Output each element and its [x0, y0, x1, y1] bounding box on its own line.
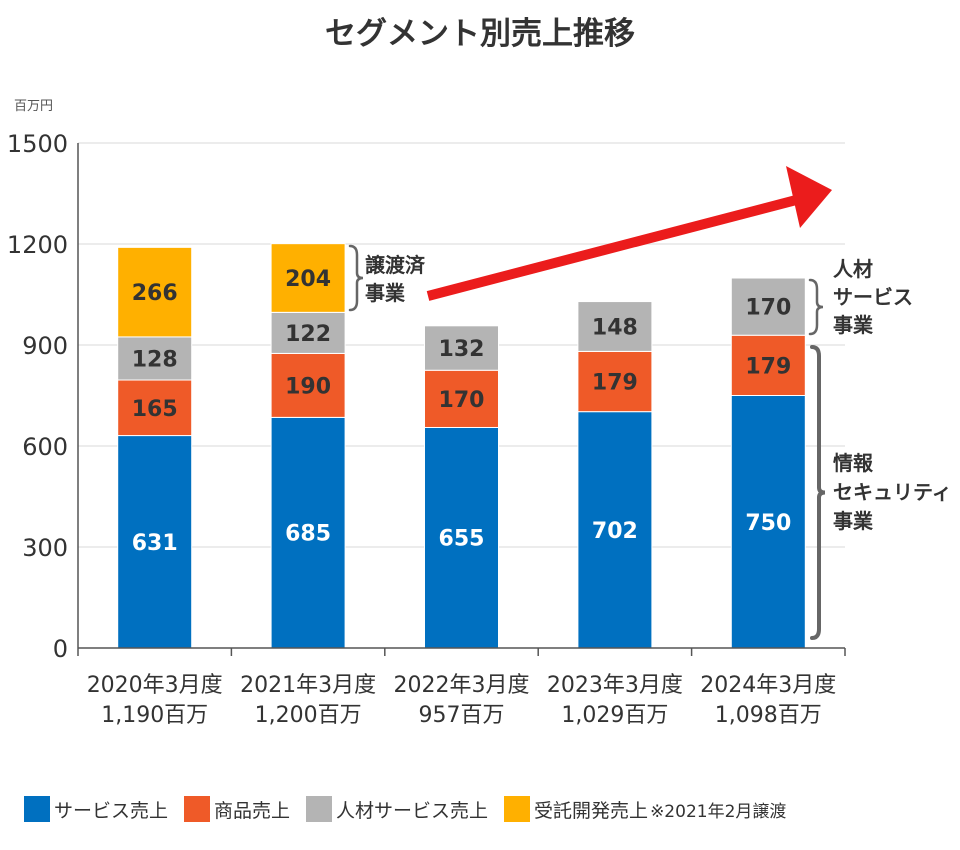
- data-label: 148: [592, 315, 638, 340]
- stacked-bar-chart: 百万円 631 165 128 266 685 190 122 204 655 170 132 702…: [7, 99, 952, 728]
- legend-item: 受託開発売上 ※2021年2月譲渡: [504, 796, 786, 823]
- total-label: 1,200百万: [255, 703, 362, 728]
- bar-segment: [117, 379, 193, 437]
- growth-arrow-shaft: [426, 194, 802, 301]
- bar-segment: [730, 277, 806, 336]
- legend: サービス売上 商品売上 人材サービス売上 受託開発売上 ※2021年2月譲渡: [24, 794, 802, 824]
- total-label: 957百万: [419, 703, 505, 728]
- bar-segment: [270, 352, 346, 418]
- bar-segment: [424, 426, 499, 649]
- growth-arrow-head: [786, 166, 832, 228]
- data-label: 179: [745, 354, 791, 379]
- data-label: 122: [285, 322, 331, 347]
- x-tick-label: 2023年3月度: [547, 673, 683, 698]
- legend-swatch: [24, 796, 50, 822]
- data-label: 170: [745, 296, 791, 321]
- legend-item: 人材サービス売上: [306, 796, 488, 823]
- data-label: 179: [592, 371, 638, 396]
- y-tick-label: 300: [22, 534, 68, 562]
- data-label: 165: [132, 397, 178, 422]
- x-tick-label: 2024年3月度: [700, 673, 836, 698]
- data-label: 266: [132, 281, 178, 306]
- data-label: 631: [132, 531, 178, 556]
- legend-swatch: [184, 796, 211, 822]
- annotation-hr-business: 事業: [833, 313, 874, 337]
- bar-segment: [730, 334, 806, 396]
- chart-title: セグメント別売上推移: [325, 16, 635, 52]
- annotation-hr-business: サービス: [833, 285, 913, 309]
- bar-segment: [577, 301, 653, 352]
- bars: 631 165 128 266 685 190 122 204 655 170 132 702 179 1…: [117, 243, 806, 649]
- bar-segment: [424, 369, 499, 428]
- annotation-transferred: 事業: [365, 281, 406, 305]
- bar-segment: [577, 411, 653, 649]
- data-label: 750: [745, 511, 791, 536]
- bar-segment: [270, 311, 346, 354]
- bar-segment: [270, 416, 346, 649]
- bar-segment: [117, 246, 193, 338]
- data-label: 204: [285, 267, 331, 292]
- legend-label: 受託開発売上: [534, 799, 649, 822]
- y-tick-label: 900: [22, 332, 68, 360]
- annotation-security-business: 事業: [833, 509, 874, 533]
- y-tick-label: 0: [53, 635, 68, 663]
- y-tick-label: 1200: [7, 231, 68, 259]
- legend-item: 商品売上: [184, 796, 290, 823]
- legend-label: サービス売上: [54, 799, 169, 822]
- annotation-transferred: 譲渡済: [365, 253, 426, 277]
- legend-label: 商品売上: [214, 799, 291, 822]
- bar-segment: [424, 325, 499, 371]
- x-tick-label: 2020年3月度: [87, 673, 223, 698]
- data-label: 132: [439, 337, 485, 362]
- bar-segment: [270, 243, 346, 313]
- total-label: 1,190百万: [101, 703, 208, 728]
- data-label: 170: [439, 388, 485, 413]
- y-axis-unit-label: 百万円: [14, 99, 53, 114]
- legend-label: 人材サービス売上: [336, 799, 489, 822]
- y-tick-label: 600: [22, 433, 68, 461]
- annotation-security-business: セキュリティ: [833, 480, 952, 504]
- data-label: 655: [439, 527, 485, 552]
- security-business-brace: [810, 345, 826, 640]
- legend-swatch: [306, 796, 333, 822]
- y-tick-label: 1500: [7, 130, 68, 158]
- legend-note: ※2021年2月譲渡: [650, 801, 787, 822]
- x-tick-label: 2022年3月度: [394, 673, 530, 698]
- total-label: 1,098百万: [715, 703, 822, 728]
- bar-segment: [730, 395, 806, 649]
- annotation-hr-business: 人材: [833, 257, 873, 281]
- bar-segment: [117, 435, 193, 649]
- data-label: 128: [132, 347, 178, 372]
- data-label: 190: [285, 374, 331, 399]
- bar-segment: [577, 350, 653, 413]
- data-label: 702: [592, 519, 638, 544]
- x-tick-label: 2021年3月度: [240, 673, 376, 698]
- total-label: 1,029百万: [561, 703, 668, 728]
- legend-swatch: [504, 796, 531, 822]
- axes: 0 300 600 900 1200 1500 2020年3月度 1,190百万 2021年3月…: [7, 130, 846, 728]
- data-label: 685: [285, 522, 331, 547]
- hr-business-brace: [808, 278, 824, 336]
- bar-segment: [117, 336, 193, 381]
- legend-item: サービス売上: [24, 796, 168, 823]
- transferred-brace: [348, 244, 364, 312]
- annotation-security-business: 情報: [833, 451, 874, 475]
